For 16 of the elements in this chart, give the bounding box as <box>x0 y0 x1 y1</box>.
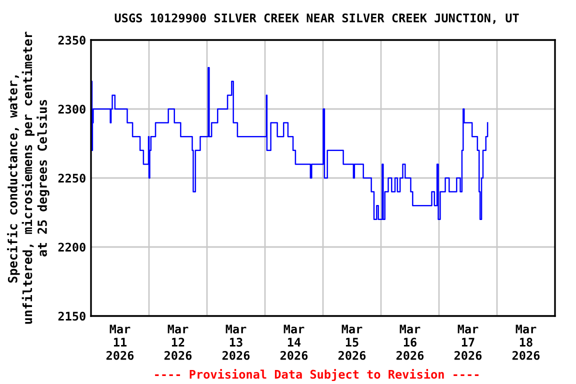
x-tick-label: Mar 17 2026 <box>454 324 482 360</box>
y-tick-label: 2250 <box>58 174 86 183</box>
y-tick-label: 2150 <box>58 312 86 321</box>
x-tick-label: Mar 14 2026 <box>280 324 308 360</box>
y-tick-label: 2300 <box>58 104 86 114</box>
x-tick-label: Mar 12 2026 <box>164 324 192 360</box>
y-tick-label: 2350 <box>58 36 86 45</box>
y-tick-label: 2200 <box>58 242 86 252</box>
text: ---- Provisional Data Subject to Revision ---- <box>155 368 479 382</box>
x-tick-label: Mar 13 2026 <box>222 324 250 360</box>
x-tick-label: Mar 11 2026 <box>106 324 134 360</box>
x-tick-label: Mar 18 2026 <box>512 324 540 360</box>
x-tick-label: Mar 16 2026 <box>396 324 424 360</box>
y-axis-title: Specific conductance, water, unfiltered, microsiemens per centimeter at 25 degrees Celsius <box>7 32 50 324</box>
x-tick-label: Mar 15 2026 <box>338 324 366 360</box>
chart-title: USGS 10129900 SILVER CREEK NEAR SILVER CREEK JUNCTION, UT <box>114 13 519 24</box>
